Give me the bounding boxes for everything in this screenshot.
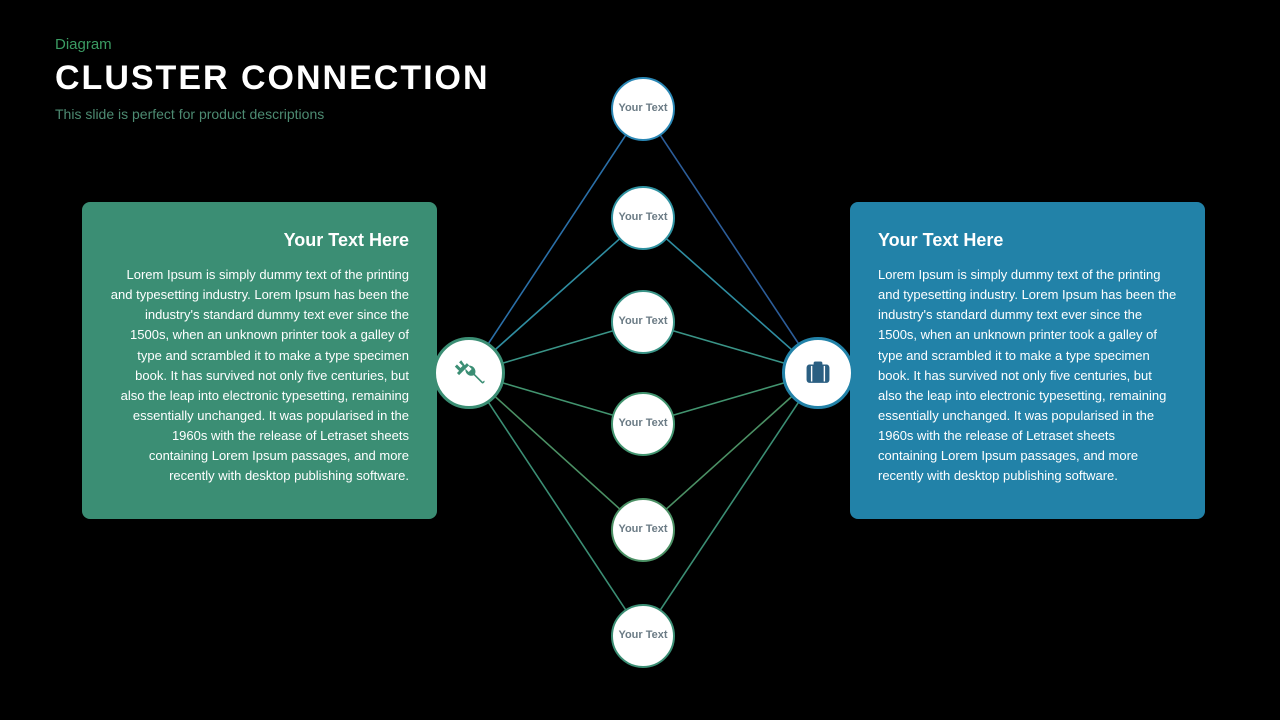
node-label: Your Text <box>618 211 667 224</box>
slide-header: Diagram CLUSTER CONNECTION This slide is… <box>55 36 490 122</box>
diagram-node: Your Text <box>611 392 675 456</box>
right-panel-title: Your Text Here <box>878 230 1177 251</box>
left-panel-title: Your Text Here <box>110 230 409 251</box>
tools-icon <box>452 356 486 390</box>
node-label: Your Text <box>618 102 667 115</box>
left-text-panel: Your Text Here Lorem Ipsum is simply dum… <box>82 202 437 519</box>
left-hub-circle <box>433 337 505 409</box>
diagram-node: Your Text <box>611 498 675 562</box>
left-panel-body: Lorem Ipsum is simply dummy text of the … <box>110 265 409 487</box>
diagram-node: Your Text <box>611 186 675 250</box>
slide-subtitle: This slide is perfect for product descri… <box>55 106 490 122</box>
node-label: Your Text <box>618 629 667 642</box>
right-panel-body: Lorem Ipsum is simply dummy text of the … <box>878 265 1177 487</box>
node-label: Your Text <box>618 523 667 536</box>
category-label: Diagram <box>55 36 490 53</box>
right-hub-circle <box>782 337 854 409</box>
diagram-node: Your Text <box>611 604 675 668</box>
slide-title: CLUSTER CONNECTION <box>55 59 490 98</box>
right-text-panel: Your Text Here Lorem Ipsum is simply dum… <box>850 202 1205 519</box>
diagram-node: Your Text <box>611 290 675 354</box>
briefcase-icon <box>801 356 835 390</box>
node-label: Your Text <box>618 315 667 328</box>
node-label: Your Text <box>618 417 667 430</box>
diagram-node: Your Text <box>611 77 675 141</box>
